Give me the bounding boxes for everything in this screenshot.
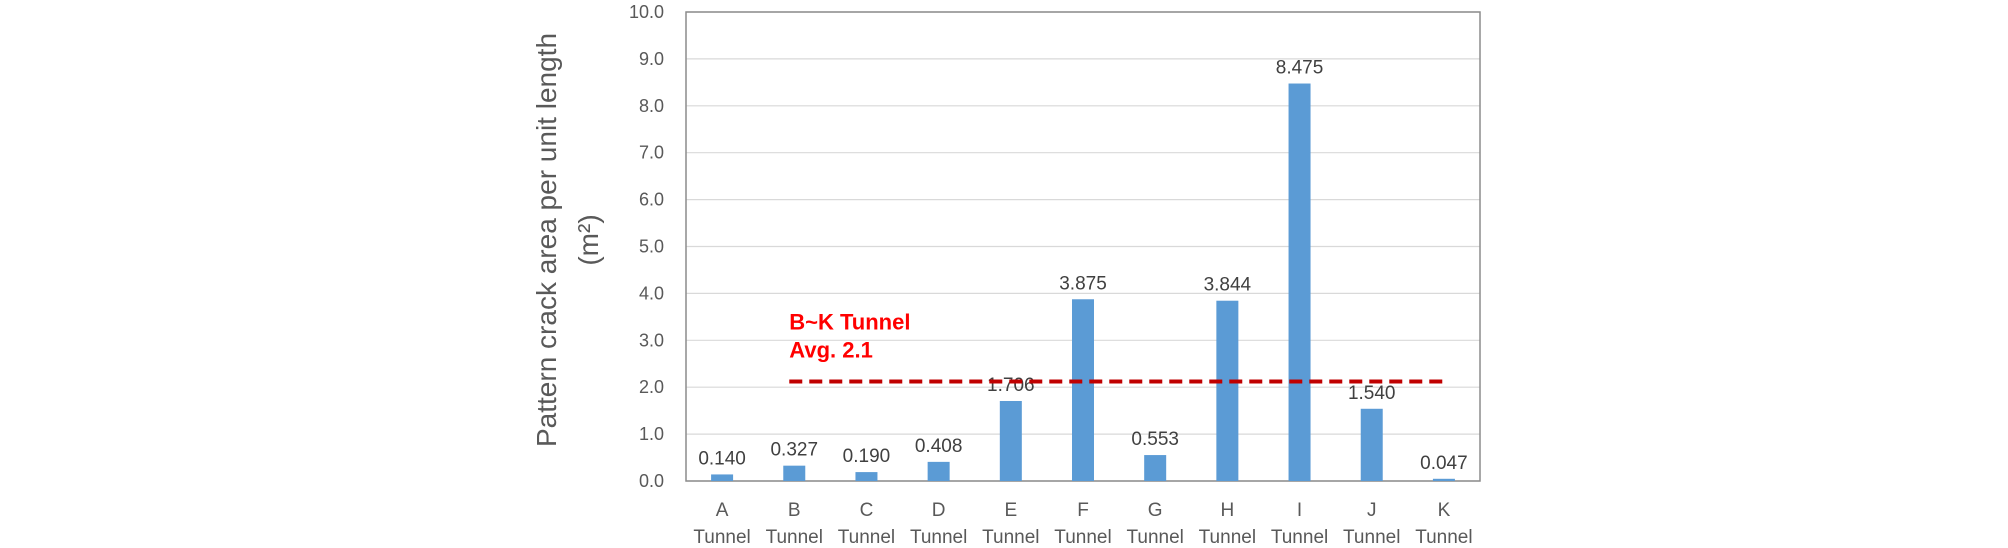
bar	[1144, 455, 1167, 481]
y-axis-label-line1: Pattern crack area per unit length	[531, 33, 562, 447]
data-label: 8.475	[1276, 58, 1324, 79]
x-category-label: G	[1148, 500, 1163, 521]
y-tick-label: 8.0	[639, 96, 664, 116]
x-category-label: I	[1297, 500, 1302, 521]
bar	[1432, 478, 1455, 481]
y-axis-label-line2: (m²)	[573, 214, 604, 265]
data-label: 3.875	[1059, 273, 1107, 294]
bar	[1288, 83, 1311, 482]
x-category-label: C	[860, 500, 874, 521]
x-category-label: E	[1004, 500, 1017, 521]
y-tick-label: 9.0	[639, 49, 664, 69]
x-category-label: K	[1438, 500, 1451, 521]
y-tick-label: 6.0	[639, 190, 664, 210]
y-axis-ticks: 0.0 1.0 2.0 3.0 4.0 5.0 6.0 7.0 8.0 9.0 10.0	[629, 2, 664, 491]
data-label: 0.553	[1131, 429, 1179, 450]
y-tick-label: 4.0	[639, 283, 664, 303]
y-tick-label: 10.0	[629, 2, 664, 22]
x-category-label: B	[788, 500, 801, 521]
x-category-sublabel: Tunnel	[693, 527, 750, 548]
y-tick-label: 7.0	[639, 143, 664, 163]
bar	[855, 472, 878, 481]
x-axis-categories: A Tunnel B Tunnel C Tunnel D Tunnel E Tunnel F Tunn…	[693, 500, 1472, 548]
data-label: 0.408	[915, 436, 963, 457]
data-label: 3.844	[1204, 275, 1252, 296]
data-label: 0.140	[698, 448, 746, 469]
bar	[711, 474, 734, 481]
bar	[1216, 300, 1239, 481]
x-category-sublabel: Tunnel	[1126, 527, 1183, 548]
data-label: 0.190	[843, 446, 891, 467]
x-category-sublabel: Tunnel	[1415, 527, 1472, 548]
bar	[783, 465, 806, 481]
bar	[927, 461, 950, 481]
x-category-sublabel: Tunnel	[838, 527, 895, 548]
data-label: 0.327	[770, 440, 818, 461]
y-tick-label: 2.0	[639, 377, 664, 397]
bar	[1072, 299, 1094, 481]
x-category-sublabel: Tunnel	[766, 527, 823, 548]
x-category-label: A	[716, 500, 729, 521]
data-labels: 0.140 0.327 0.190 0.408 1.706 3.875 0.553 3.844…	[698, 58, 1467, 474]
x-category-sublabel: Tunnel	[910, 527, 967, 548]
data-label: 1.706	[987, 375, 1035, 396]
x-category-sublabel: Tunnel	[1343, 527, 1400, 548]
x-category-label: J	[1367, 500, 1377, 521]
data-label: 0.047	[1420, 453, 1468, 474]
y-tick-label: 1.0	[639, 424, 664, 444]
x-category-sublabel: Tunnel	[1054, 527, 1111, 548]
x-category-label: H	[1220, 500, 1234, 521]
y-tick-label: 0.0	[639, 471, 664, 491]
average-label-line2: Avg. 2.1	[789, 338, 873, 363]
x-category-sublabel: Tunnel	[1271, 527, 1328, 548]
x-category-label: D	[932, 500, 946, 521]
x-category-label: F	[1077, 500, 1089, 521]
bar	[999, 400, 1022, 481]
bar	[1360, 408, 1383, 481]
average-label-line1: B~K Tunnel	[789, 310, 910, 335]
x-category-sublabel: Tunnel	[1199, 527, 1256, 548]
y-axis-label: Pattern crack area per unit length (m²)	[531, 33, 604, 447]
y-tick-label: 5.0	[639, 237, 664, 257]
average-reference: B~K Tunnel Avg. 2.1	[789, 310, 1448, 384]
y-tick-label: 3.0	[639, 330, 664, 350]
x-category-sublabel: Tunnel	[982, 527, 1039, 548]
data-label: 1.540	[1348, 383, 1396, 404]
